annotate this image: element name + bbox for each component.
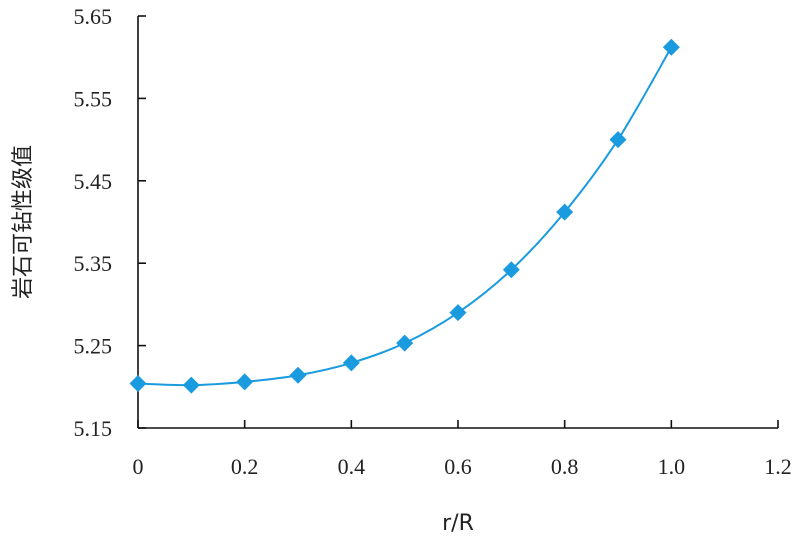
x-tick-label: 1.2: [764, 454, 792, 479]
y-tick-label: 5.35: [74, 251, 113, 276]
x-tick-label: 0.6: [444, 454, 472, 479]
x-axis-title: r/R: [442, 511, 474, 536]
data-point-marker: [396, 334, 414, 352]
y-tick-label: 5.45: [74, 169, 113, 194]
x-ticks: 0 0.2 0.4 0.6 0.8 1.0 1.2: [133, 420, 792, 479]
data-point-marker: [449, 304, 467, 322]
y-axis-title: 岩石可钻性级值: [11, 145, 36, 299]
data-point-marker: [609, 131, 627, 149]
plot-area: 0 0.2 0.4 0.6 0.8 1.0 1.2 5.15 5.25 5.35 5.45 5.55…: [74, 4, 792, 479]
x-tick-label: 0.8: [551, 454, 579, 479]
data-point-marker: [556, 203, 574, 221]
y-tick-label: 5.15: [74, 416, 113, 441]
data-point-marker: [342, 354, 360, 372]
fit-curve: [137, 46, 673, 387]
x-tick-label: 0: [133, 454, 144, 479]
x-tick-label: 1.0: [658, 454, 686, 479]
y-tick-label: 5.25: [74, 334, 113, 359]
y-ticks: 5.15 5.25 5.35 5.45 5.55 5.65: [74, 4, 146, 441]
y-tick-label: 5.65: [74, 4, 113, 29]
data-point-marker: [502, 261, 520, 279]
x-tick-label: 0.2: [231, 454, 259, 479]
data-point-marker: [182, 376, 200, 394]
data-point-marker: [662, 38, 680, 56]
y-tick-label: 5.55: [74, 86, 113, 111]
x-tick-label: 0.4: [338, 454, 366, 479]
data-markers: [129, 38, 680, 394]
data-point-marker: [236, 373, 254, 391]
data-point-marker: [129, 375, 147, 393]
data-point-marker: [289, 366, 307, 384]
